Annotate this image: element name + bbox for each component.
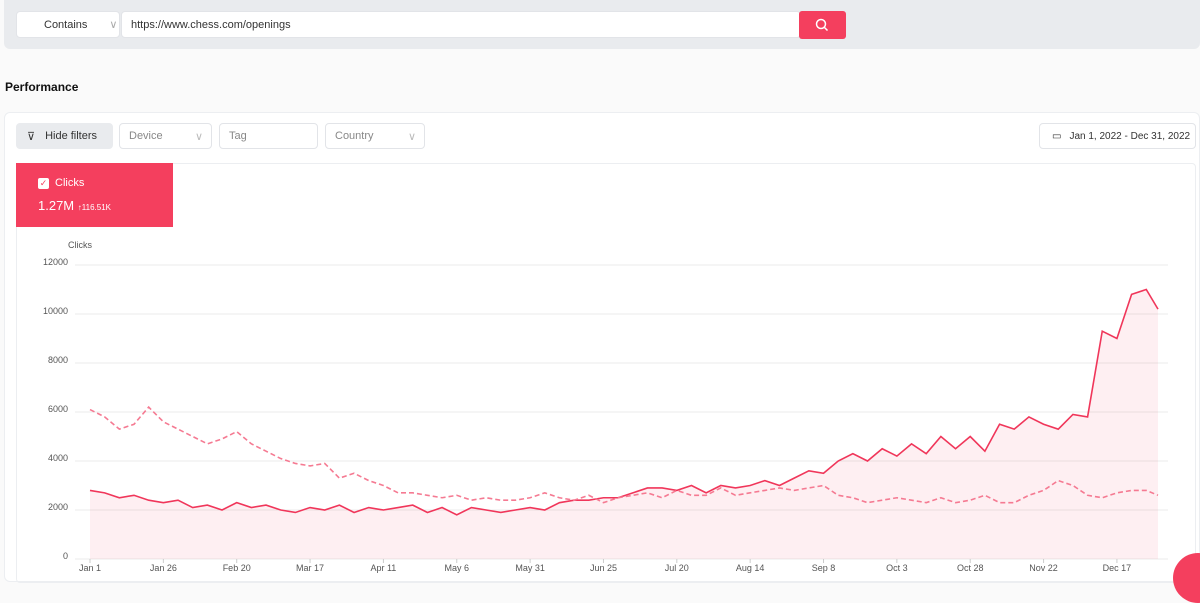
x-tick-label: Oct 28 bbox=[957, 563, 984, 573]
series-line bbox=[89, 288, 1159, 516]
x-tick-label: Sep 8 bbox=[812, 563, 836, 573]
area bbox=[90, 289, 1158, 559]
metric-card[interactable]: ✓ Clicks 1.27M ↑116.51K bbox=[16, 163, 173, 227]
chart: Clicks 0 2000 4000 6000 8000 10000 12000 Jan 1 J… bbox=[43, 240, 1168, 573]
hide-filters-label: Hide filters bbox=[45, 130, 98, 142]
y-tick-label: 8000 bbox=[48, 355, 68, 365]
match-select[interactable]: Contains ∨ bbox=[16, 11, 120, 38]
search-button[interactable] bbox=[799, 11, 846, 39]
country-label: Country bbox=[335, 130, 374, 142]
metric-name: Clicks bbox=[55, 177, 85, 189]
x-tick-label: Feb 20 bbox=[223, 563, 251, 573]
section-title: Performance bbox=[5, 80, 79, 94]
metric-change: ↑116.51K bbox=[77, 203, 111, 212]
y-tick-label: 10000 bbox=[43, 306, 68, 316]
x-tick-label: May 31 bbox=[515, 563, 545, 573]
x-tick-label: Apr 11 bbox=[370, 563, 396, 573]
country-select[interactable]: Country ∨ bbox=[325, 123, 425, 149]
date-range-button[interactable]: ▭ Jan 1, 2022 - Dec 31, 2022 bbox=[1039, 123, 1196, 149]
search-icon bbox=[815, 18, 829, 32]
url-input[interactable]: https://www.chess.com/openings bbox=[121, 11, 801, 38]
x-tick-label: Dec 17 bbox=[1103, 563, 1132, 573]
y-tick-label: 0 bbox=[63, 551, 68, 561]
hide-filters-button[interactable]: ⊽ Hide filters bbox=[16, 123, 113, 149]
tag-input[interactable]: Tag bbox=[219, 123, 318, 149]
x-tick-label: Jul 20 bbox=[665, 563, 689, 573]
x-tick-label: Jan 1 bbox=[79, 563, 101, 573]
y-tick-label: 6000 bbox=[48, 404, 68, 414]
url-text: https://www.chess.com/openings bbox=[131, 18, 291, 31]
x-tick-label: Nov 22 bbox=[1029, 563, 1058, 573]
page: Contains ∨ https://www.chess.com/openings… bbox=[4, 0, 1200, 603]
y-tick-label: 12000 bbox=[43, 257, 68, 267]
x-tick-label: Jan 26 bbox=[150, 563, 177, 573]
x-tick-label: Aug 14 bbox=[736, 563, 765, 573]
x-tick-label: Oct 3 bbox=[886, 563, 908, 573]
x-tick-label: Jun 25 bbox=[590, 563, 617, 573]
series-line bbox=[89, 405, 1159, 504]
x-tick-label: Mar 17 bbox=[296, 563, 324, 573]
device-select[interactable]: Device ∨ bbox=[119, 123, 212, 149]
y-tick-label: 4000 bbox=[48, 453, 68, 463]
tag-label: Tag bbox=[229, 130, 247, 142]
y-axis-title: Clicks bbox=[68, 240, 92, 250]
date-range-label: Jan 1, 2022 - Dec 31, 2022 bbox=[1069, 130, 1191, 142]
x-tick-label: May 6 bbox=[445, 563, 470, 573]
y-tick-label: 2000 bbox=[48, 502, 68, 512]
metric-value: 1.27M bbox=[38, 198, 75, 213]
performance-card bbox=[4, 112, 1200, 582]
match-type: Contains bbox=[44, 18, 88, 31]
device-label: Device bbox=[129, 130, 163, 142]
